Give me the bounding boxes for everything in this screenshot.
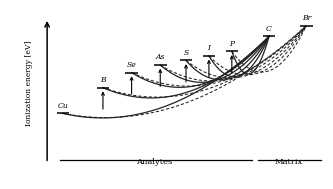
- Text: As: As: [156, 53, 165, 61]
- Text: Matrix: Matrix: [275, 158, 303, 166]
- Text: Ionization energy [eV]: Ionization energy [eV]: [25, 40, 33, 126]
- Text: I: I: [207, 44, 210, 52]
- Text: Analytes: Analytes: [137, 158, 172, 166]
- Text: P: P: [229, 40, 234, 48]
- Text: C: C: [266, 25, 272, 33]
- Text: B: B: [100, 76, 106, 84]
- Text: Se: Se: [127, 61, 137, 69]
- Text: Cu: Cu: [58, 102, 68, 110]
- Text: S: S: [183, 49, 188, 57]
- Text: Br: Br: [302, 14, 311, 22]
